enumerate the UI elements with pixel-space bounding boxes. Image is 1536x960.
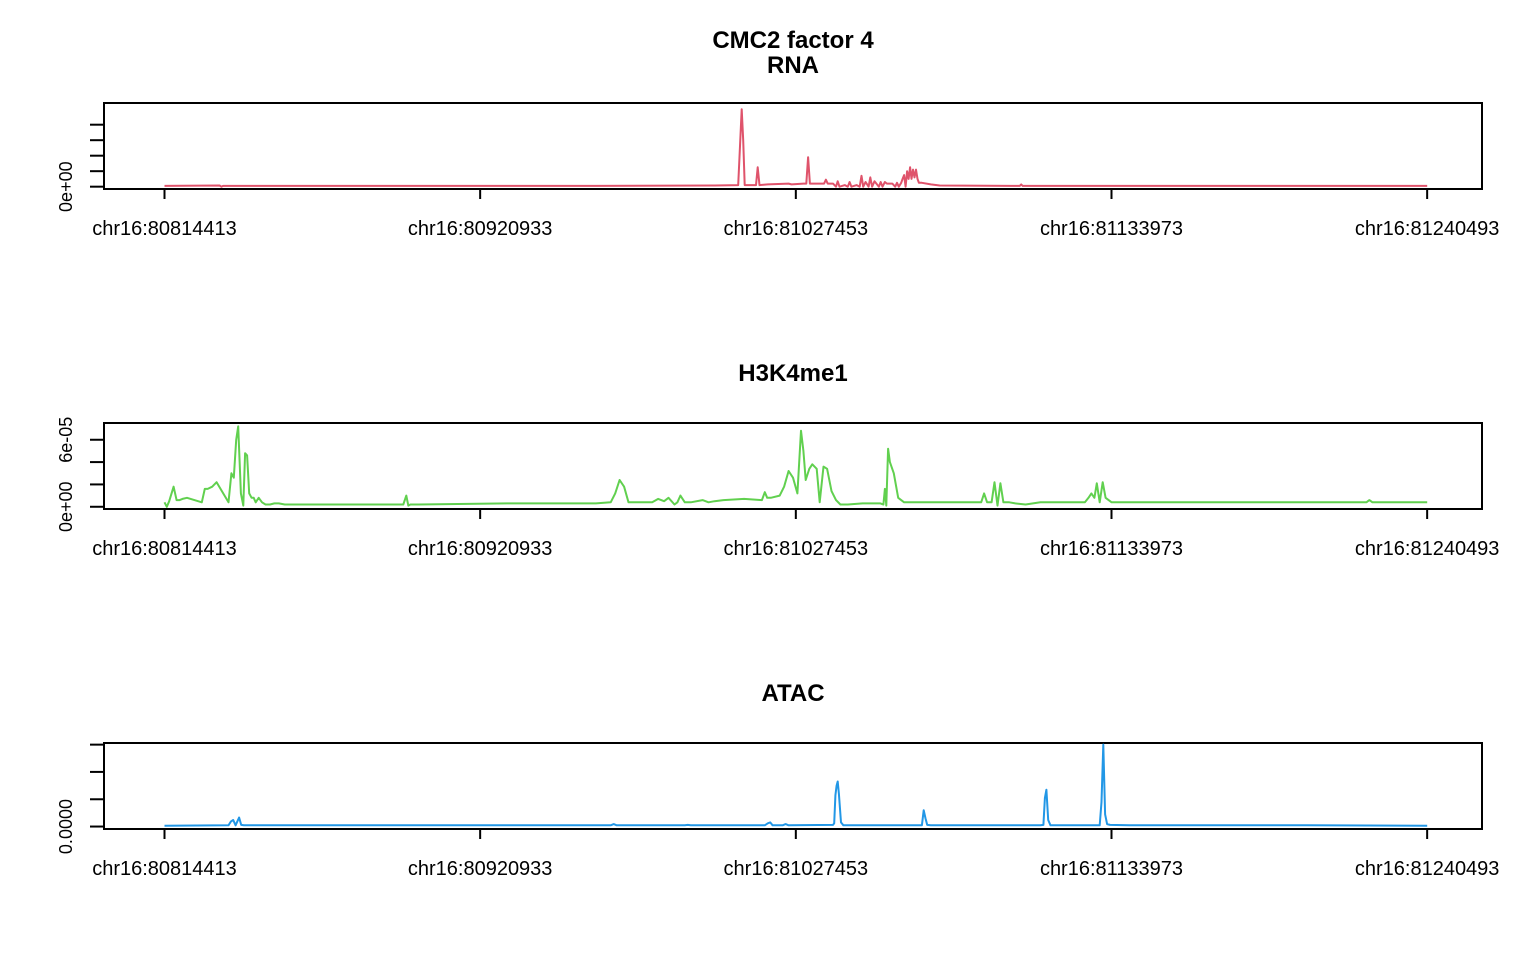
figure-title: CMC2 factor 4 [712, 27, 874, 54]
x-tick-label: chr16:81027453 [724, 858, 869, 880]
y-tick-label: 6e-05 [56, 417, 76, 463]
panel-title: ATAC [761, 680, 824, 707]
panel-1: H3K4me1 chr16:80814413 chr16:80920933 chr16… [56, 360, 1499, 560]
x-tick-label: chr16:80814413 [92, 858, 237, 880]
x-tick-label: chr16:80814413 [92, 218, 237, 240]
x-tick-label: chr16:81133973 [1040, 858, 1183, 880]
x-tick-label: chr16:81133973 [1040, 218, 1183, 240]
y-tick-label: 0e+00 [56, 481, 76, 532]
x-tick-label: chr16:80920933 [408, 858, 553, 880]
plot-frame [103, 422, 1483, 510]
x-tick-label: chr16:80920933 [408, 538, 553, 560]
plot-frame [103, 742, 1483, 830]
series-line [164, 743, 1428, 827]
panel-0: RNA chr16:80814413 chr16:80920933 chr16:810… [56, 52, 1499, 240]
series-line [164, 108, 1428, 188]
x-tick-label: chr16:81240493 [1355, 538, 1500, 560]
x-tick-label: chr16:80814413 [92, 538, 237, 560]
x-tick-label: chr16:81240493 [1355, 218, 1500, 240]
plot-frame [103, 102, 1483, 190]
panel-2: ATAC chr16:80814413 chr16:80920933 chr16:81… [56, 680, 1499, 880]
x-tick-label: chr16:81027453 [724, 538, 869, 560]
panel-title: RNA [767, 52, 819, 79]
panel-title: H3K4me1 [738, 360, 847, 387]
y-tick-label: 0e+00 [56, 161, 76, 212]
x-tick-label: chr16:81133973 [1040, 538, 1183, 560]
series-line [163, 425, 1428, 508]
x-tick-label: chr16:81027453 [724, 218, 869, 240]
x-tick-label: chr16:80920933 [408, 218, 553, 240]
x-tick-label: chr16:81240493 [1355, 858, 1500, 880]
y-tick-label: 0.0000 [56, 799, 76, 854]
